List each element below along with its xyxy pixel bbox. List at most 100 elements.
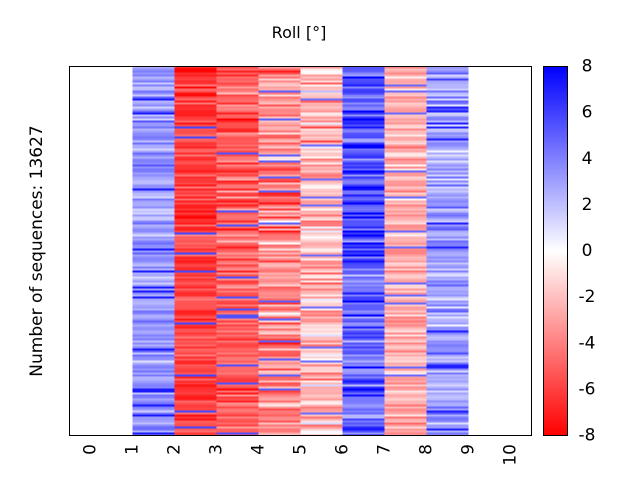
heatmap-cell — [216, 316, 259, 319]
heatmap-cell — [384, 394, 427, 397]
heatmap-cell — [132, 192, 175, 195]
heatmap-cell — [216, 182, 259, 185]
heatmap-cell — [426, 412, 469, 415]
heatmap-cell — [426, 246, 469, 249]
heatmap-cell — [384, 376, 427, 379]
heatmap-cell — [384, 396, 427, 399]
heatmap-cell — [342, 124, 385, 127]
heatmap-cell — [258, 132, 301, 135]
heatmap-cell — [258, 184, 301, 187]
heatmap-cell — [426, 148, 469, 151]
heatmap-cell — [342, 68, 385, 71]
heatmap-cell — [132, 176, 175, 179]
heatmap-cell — [258, 140, 301, 143]
heatmap-cell — [384, 286, 427, 289]
heatmap-cell — [300, 388, 343, 391]
heatmap-cell — [300, 328, 343, 331]
heatmap-cell — [426, 150, 469, 153]
heatmap-cell — [258, 270, 301, 273]
heatmap-cell — [174, 276, 217, 279]
heatmap-cell — [132, 354, 175, 357]
heatmap-cell — [258, 358, 301, 361]
heatmap-cell — [258, 276, 301, 279]
heatmap-cell — [132, 256, 175, 259]
heatmap-cell — [342, 420, 385, 423]
heatmap-cell — [426, 320, 469, 323]
heatmap-cell — [174, 254, 217, 257]
heatmap-cell — [342, 72, 385, 75]
heatmap-cell — [342, 220, 385, 223]
heatmap-cell — [342, 334, 385, 337]
heatmap-cell — [174, 234, 217, 237]
heatmap-cell — [384, 94, 427, 97]
heatmap-cell — [216, 208, 259, 211]
heatmap-cell — [426, 426, 469, 429]
heatmap-cell — [132, 142, 175, 145]
heatmap-cell — [384, 406, 427, 409]
heatmap-cell — [342, 216, 385, 219]
heatmap-cell — [384, 140, 427, 143]
x-tick-label: 0 — [81, 444, 101, 455]
heatmap-cell — [300, 366, 343, 369]
heatmap-cell — [216, 282, 259, 285]
heatmap-cell — [132, 326, 175, 329]
heatmap-cell — [300, 104, 343, 107]
heatmap-cell — [132, 280, 175, 283]
heatmap-cell — [174, 340, 217, 343]
heatmap-cell — [426, 224, 469, 227]
heatmap-cell — [342, 418, 385, 421]
heatmap-cell — [426, 156, 469, 159]
heatmap-cell — [132, 334, 175, 337]
heatmap-cell — [342, 202, 385, 205]
heatmap-cell — [216, 392, 259, 395]
heatmap-column-2 — [174, 66, 217, 436]
heatmap-cell — [216, 88, 259, 91]
heatmap-cell — [300, 220, 343, 223]
heatmap-cell — [342, 264, 385, 267]
heatmap-cell — [216, 254, 259, 257]
heatmap-cell — [258, 278, 301, 281]
heatmap-cell — [174, 398, 217, 401]
heatmap-cell — [132, 288, 175, 291]
heatmap-cell — [132, 72, 175, 75]
heatmap-cell — [300, 300, 343, 303]
heatmap-cell — [426, 352, 469, 355]
heatmap-cell — [132, 340, 175, 343]
heatmap-cell — [426, 184, 469, 187]
heatmap-cell — [384, 380, 427, 383]
heatmap-cell — [132, 234, 175, 237]
heatmap-cell — [426, 416, 469, 419]
heatmap-cell — [384, 238, 427, 241]
heatmap-cell — [384, 88, 427, 91]
heatmap-cell — [174, 414, 217, 417]
heatmap-cell — [300, 260, 343, 263]
heatmap-cell — [300, 238, 343, 241]
heatmap-cell — [132, 296, 175, 299]
heatmap-cell — [342, 370, 385, 373]
heatmap-cell — [258, 102, 301, 105]
heatmap-cell — [216, 356, 259, 359]
heatmap-cell — [384, 82, 427, 85]
heatmap-cell — [300, 196, 343, 199]
heatmap-cell — [300, 210, 343, 213]
heatmap-cell — [384, 228, 427, 231]
heatmap-cell — [216, 412, 259, 415]
heatmap-cell — [342, 218, 385, 221]
heatmap-cell — [216, 234, 259, 237]
heatmap-cell — [216, 228, 259, 231]
heatmap-cell — [426, 256, 469, 259]
heatmap-cell — [132, 228, 175, 231]
heatmap-cell — [132, 88, 175, 91]
heatmap-cell — [342, 128, 385, 131]
heatmap-cell — [342, 70, 385, 73]
heatmap-cell — [174, 382, 217, 385]
heatmap-cell — [384, 320, 427, 323]
heatmap-cell — [216, 170, 259, 173]
heatmap-cell — [132, 408, 175, 411]
heatmap-cell — [216, 386, 259, 389]
heatmap-cell — [342, 248, 385, 251]
heatmap-cell — [384, 230, 427, 233]
heatmap-cell — [258, 188, 301, 191]
heatmap-cell — [300, 396, 343, 399]
